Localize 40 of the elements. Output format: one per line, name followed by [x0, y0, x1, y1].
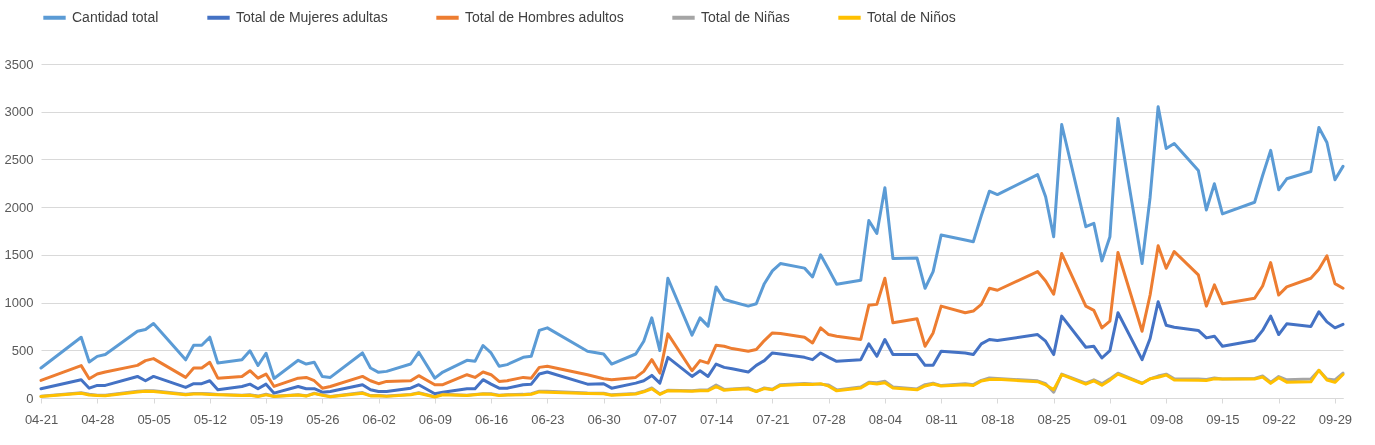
legend-label: Total de Niñas: [701, 8, 790, 25]
y-tick-label: 2000: [4, 199, 34, 215]
x-tick-label: 09-08: [1150, 411, 1184, 427]
x-tick-label: 06-23: [531, 411, 565, 427]
y-tick-label: 0: [26, 390, 34, 406]
legend-label: Total de Hombres adultos: [465, 8, 624, 25]
x-tick-label: 08-18: [981, 411, 1015, 427]
x-tick-label: 08-11: [925, 411, 958, 427]
x-tick-label: 07-28: [812, 411, 846, 427]
x-tick-label: 05-19: [249, 411, 284, 427]
x-tick-label: 08-04: [868, 411, 903, 427]
x-tick-label: 09-22: [1262, 411, 1296, 427]
y-tick-label: 500: [11, 342, 34, 358]
line-series: [39, 244, 1345, 390]
legend-label: Total de Niños: [867, 8, 956, 25]
legend-label: Cantidad total: [72, 8, 159, 25]
x-tick-label: 05-12: [193, 411, 227, 427]
x-tick-label: 06-02: [362, 411, 396, 427]
x-tick-label: 09-29: [1318, 411, 1353, 427]
x-tick-label: 08-25: [1037, 411, 1071, 427]
x-tick-label: 05-05: [137, 411, 171, 427]
x-tick-label: 09-15: [1206, 411, 1240, 427]
x-tick-label: 06-16: [474, 411, 509, 427]
line-series: [39, 300, 1345, 396]
x-tick-label: 07-07: [643, 411, 677, 427]
x-tick-label: 06-09: [418, 411, 452, 427]
y-tick-label: 2500: [4, 151, 34, 167]
x-tick-label: 04-28: [81, 411, 115, 427]
x-tick-label: 09-01: [1093, 411, 1128, 427]
x-tick-label: 06-30: [587, 411, 621, 427]
y-tick-label: 1500: [4, 247, 34, 263]
x-tick-label: 05-26: [306, 411, 340, 427]
y-tick-label: 3500: [4, 56, 34, 72]
y-tick-label: 1000: [4, 295, 34, 311]
y-tick-label: 3000: [4, 104, 34, 120]
line-series: [39, 105, 1345, 380]
legend-label: Total de Mujeres adultas: [236, 8, 388, 25]
x-tick-label: 07-21: [756, 411, 790, 427]
x-tick-label: 07-14: [699, 411, 734, 427]
x-tick-label: 04-21: [24, 411, 59, 427]
